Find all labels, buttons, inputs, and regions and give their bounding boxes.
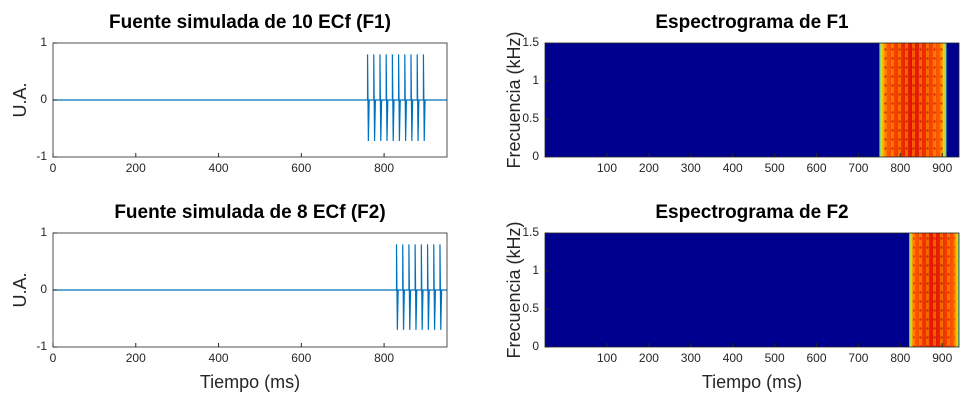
x-tick-label: 200 (639, 161, 659, 175)
x-tick-label: 600 (291, 351, 311, 365)
x-tick-label: 700 (848, 161, 868, 175)
x-tick-label: 0 (50, 161, 57, 175)
y-tick-label: 0 (532, 339, 539, 353)
x-tick-label: 400 (209, 351, 229, 365)
x-tick-label: 700 (848, 351, 868, 365)
y-axis-label: Frecuencia (kHz) (504, 221, 524, 358)
subplot-title: Fuente simulada de 8 ECf (F2) (114, 202, 385, 223)
y-tick-label: 1 (40, 35, 47, 49)
subplot-title: Espectrograma de F1 (655, 12, 849, 33)
x-tick-label: 400 (723, 351, 743, 365)
y-tick-label: 0 (40, 92, 47, 106)
axes-box (544, 42, 960, 158)
y-axis-label: Frecuencia (kHz) (504, 31, 524, 168)
x-tick-label: 800 (890, 351, 910, 365)
x-tick-label: 600 (807, 161, 827, 175)
x-tick-label: 800 (374, 161, 394, 175)
y-tick-label: 0 (40, 282, 47, 296)
x-tick-label: 300 (681, 351, 701, 365)
spectrogram-texture (883, 43, 943, 157)
y-tick-label: -1 (36, 149, 47, 163)
subplot-title: Espectrograma de F2 (655, 202, 848, 223)
x-tick-label: 900 (932, 351, 952, 365)
y-tick-label: 1 (40, 225, 47, 239)
spectrogram-background (545, 233, 959, 347)
signal-line (53, 54, 447, 142)
x-tick-label: 900 (932, 161, 952, 175)
x-tick-label: 100 (597, 351, 617, 365)
y-tick-label: 1.5 (522, 225, 539, 239)
y-tick-label: 1.5 (522, 35, 539, 49)
spectrogram-texture (913, 233, 955, 347)
x-tick-label: 0 (50, 351, 57, 365)
x-tick-label: 600 (807, 351, 827, 365)
x-tick-label: 200 (126, 351, 146, 365)
signal-line (53, 244, 447, 330)
x-tick-label: 200 (126, 161, 146, 175)
x-axis-label: Tiempo (ms) (200, 372, 300, 392)
x-tick-label: 800 (890, 161, 910, 175)
y-axis-label: U.A. (10, 82, 30, 117)
x-axis-label: Tiempo (ms) (702, 372, 802, 392)
x-tick-label: 300 (681, 161, 701, 175)
x-tick-label: 100 (597, 161, 617, 175)
y-tick-label: 1 (532, 73, 539, 87)
y-tick-label: 0 (532, 149, 539, 163)
x-tick-label: 600 (291, 161, 311, 175)
y-tick-label: 1 (532, 263, 539, 277)
x-tick-label: 500 (765, 351, 785, 365)
axes-box (544, 232, 960, 348)
y-tick-label: -1 (36, 339, 47, 353)
y-axis-label: U.A. (10, 272, 30, 307)
subplot: 100 200 300 400 500 600 700 800 900 0 0.5 1 1.5 Espec… (504, 202, 960, 392)
subplot: 100 200 300 400 500 600 700 800 900 0 0.5 1 1.5 Espec… (504, 12, 960, 175)
x-tick-label: 200 (639, 351, 659, 365)
x-tick-label: 800 (374, 351, 394, 365)
x-tick-label: 400 (723, 161, 743, 175)
x-tick-label: 400 (209, 161, 229, 175)
y-tick-label: 0.5 (522, 301, 539, 315)
x-tick-label: 500 (765, 161, 785, 175)
subplot-title: Fuente simulada de 10 ECf (F1) (109, 12, 391, 33)
y-tick-label: 0.5 (522, 111, 539, 125)
